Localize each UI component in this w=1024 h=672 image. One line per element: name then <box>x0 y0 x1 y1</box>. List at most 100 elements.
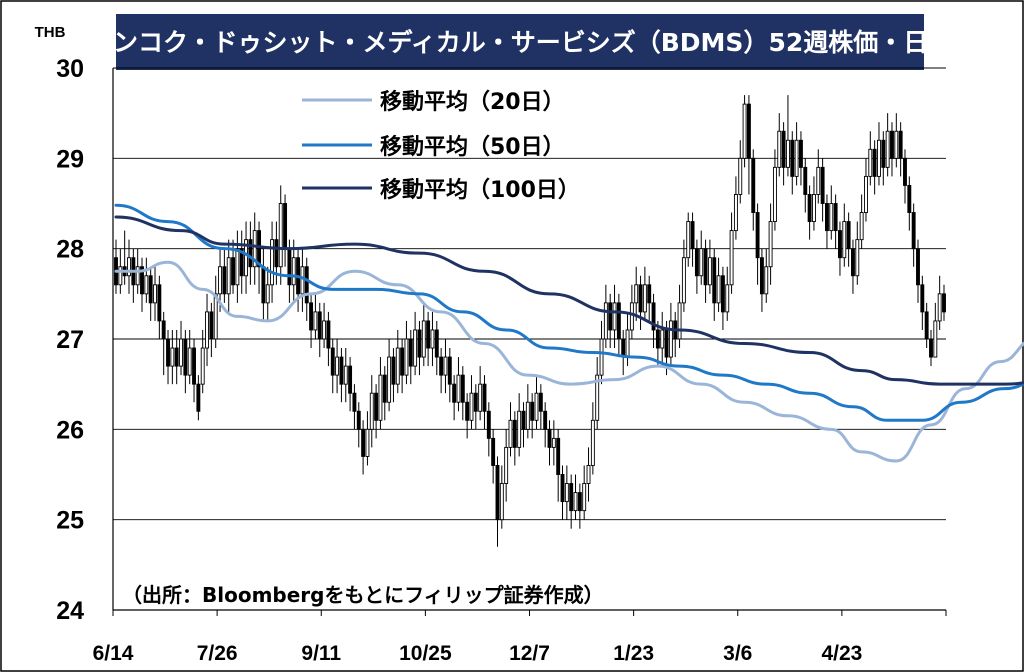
candle <box>439 348 444 394</box>
candle-body-up <box>677 302 682 340</box>
candle-body-down <box>460 374 465 403</box>
candle-body-up <box>777 130 782 168</box>
candle-body-down <box>851 248 855 277</box>
candle-body-down <box>283 203 288 250</box>
ma100-line <box>114 215 1024 386</box>
candle <box>729 212 734 294</box>
candle-body-up <box>127 257 131 277</box>
candle <box>655 320 660 367</box>
candle-body-up <box>864 175 868 213</box>
candle <box>877 122 881 186</box>
candle-body-up <box>564 483 569 503</box>
candle-body-down <box>838 230 842 259</box>
candle-body-up <box>291 257 296 286</box>
y-tick-label: 28 <box>56 236 84 264</box>
candle-body-up <box>218 266 222 295</box>
candle-body-down <box>790 139 795 177</box>
candle <box>530 393 535 439</box>
candle-body-up <box>187 347 192 376</box>
candle <box>907 176 912 231</box>
candle <box>491 429 496 484</box>
candle <box>573 474 578 520</box>
candle-body-down <box>408 338 413 367</box>
candle-body-up <box>517 410 522 448</box>
candle-body-down <box>712 257 717 304</box>
unit-label: THB <box>35 24 66 41</box>
candle-body-up <box>551 437 556 448</box>
candle-body-up <box>504 446 509 484</box>
candle-body-down <box>655 329 660 349</box>
candle-body-down <box>482 383 487 412</box>
candle-body-up <box>634 284 639 304</box>
candle-body-up <box>313 311 318 331</box>
candle-body-up <box>699 248 704 277</box>
candle <box>851 239 855 294</box>
candle <box>369 375 374 448</box>
candle <box>608 293 613 349</box>
candle <box>859 194 864 249</box>
candle <box>421 302 426 367</box>
candle-body-down <box>781 130 786 168</box>
candle <box>881 131 886 186</box>
candle <box>495 456 500 547</box>
candle <box>712 248 717 321</box>
x-tick-label: 7/26 <box>197 642 238 665</box>
candle-body-down <box>209 311 214 340</box>
candle <box>343 348 348 403</box>
candle-body-down <box>543 410 548 430</box>
candle-body-up <box>265 284 270 304</box>
candle <box>456 357 461 412</box>
candle-body-up <box>599 338 604 376</box>
ma50-line <box>114 203 1024 422</box>
candle <box>885 113 890 177</box>
candle-body-up <box>660 329 665 349</box>
candle-body-up <box>213 293 218 340</box>
candle-body-down <box>148 275 153 304</box>
candle-body-down <box>911 212 916 250</box>
candle <box>872 140 877 195</box>
candle <box>226 239 231 312</box>
candle <box>911 203 916 267</box>
candle <box>404 320 409 385</box>
candle-body-down <box>820 166 825 204</box>
candle-body-up <box>135 266 140 286</box>
candle <box>517 393 522 457</box>
candle <box>443 339 448 394</box>
x-tick-label: 4/23 <box>821 642 862 665</box>
candle-body-up <box>278 203 283 268</box>
candle-body-down <box>616 302 621 340</box>
candle-body-down <box>560 474 565 503</box>
candle-body-up <box>738 157 743 195</box>
candle <box>270 221 275 303</box>
candle <box>846 212 851 267</box>
candle-body-up <box>478 383 483 412</box>
candle <box>417 320 422 376</box>
candle <box>374 384 379 439</box>
candle <box>183 329 188 394</box>
candle-body-up <box>816 166 821 195</box>
candle-body-up <box>729 230 734 286</box>
candle-body-up <box>582 483 587 512</box>
candle <box>304 257 309 321</box>
candle-body-up <box>707 257 712 286</box>
candle <box>534 375 539 430</box>
candle <box>391 348 396 403</box>
candle <box>634 266 639 321</box>
candle <box>205 293 209 367</box>
candle <box>469 375 474 430</box>
candle-body-down <box>140 266 144 295</box>
candle <box>738 140 743 204</box>
title-bar <box>116 14 924 70</box>
legend-label: 移動平均（100日） <box>380 177 580 203</box>
candle <box>586 447 591 502</box>
candle <box>790 131 795 195</box>
candle <box>811 176 816 231</box>
candle-body-up <box>499 483 504 521</box>
candle-body-up <box>772 166 777 223</box>
candle-body-down <box>261 266 266 304</box>
candle-body-down <box>807 194 812 223</box>
candle-body-down <box>556 437 561 475</box>
candle-body-down <box>326 320 331 349</box>
candle <box>196 375 201 421</box>
